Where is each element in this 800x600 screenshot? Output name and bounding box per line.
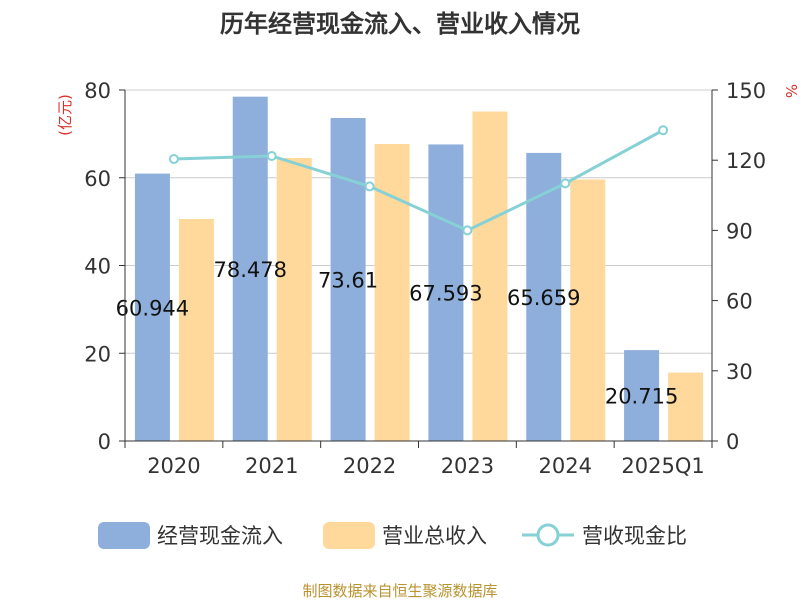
legend-item-cash-inflow[interactable]: 经营现金流入 xyxy=(98,522,283,549)
legend-marker-ratio xyxy=(536,523,560,547)
data-label-cash-inflow: 20.715 xyxy=(605,385,678,409)
right-tick-label: 150 xyxy=(726,79,766,103)
source-footer: 制图数据来自恒生聚源数据库 xyxy=(302,582,497,600)
bar-cash-inflow[interactable] xyxy=(134,173,170,441)
right-axis-unit: % xyxy=(782,84,800,98)
data-labels: 60.944 78.478 73.61 67.593 65.659 20.715 xyxy=(116,258,679,409)
left-axis-ticks: 0 20 40 60 80 xyxy=(84,79,125,454)
bar-revenue[interactable] xyxy=(374,143,410,441)
left-tick-label: 0 xyxy=(98,430,111,454)
ratio-point[interactable] xyxy=(364,181,375,192)
bar-revenue[interactable] xyxy=(276,158,312,441)
x-tick-label: 2025Q1 xyxy=(621,454,704,478)
left-tick-label: 40 xyxy=(84,255,111,279)
left-tick-label: 60 xyxy=(84,167,111,191)
ratio-point[interactable] xyxy=(266,150,277,161)
ratio-point[interactable] xyxy=(462,225,473,236)
legend-label-cash-inflow: 经营现金流入 xyxy=(157,524,283,548)
ratio-point[interactable] xyxy=(168,154,179,165)
legend-swatch-revenue xyxy=(323,522,375,549)
legend-swatch-cash-inflow xyxy=(98,522,150,549)
legend-label-revenue: 营业总收入 xyxy=(382,524,487,548)
bar-revenue[interactable] xyxy=(570,179,606,441)
grid-lines xyxy=(125,89,712,354)
bar-layer xyxy=(134,96,704,442)
bar-revenue[interactable] xyxy=(178,218,214,441)
left-axis-unit: (亿元) xyxy=(56,94,74,136)
line-layer xyxy=(168,125,669,236)
legend-item-revenue[interactable]: 营业总收入 xyxy=(323,522,487,549)
legend-item-ratio[interactable]: 营收现金比 xyxy=(522,523,687,548)
right-tick-label: 90 xyxy=(726,219,753,243)
x-tick-label: 2021 xyxy=(245,454,298,478)
right-axis-ticks: 0 30 60 90 120 150 xyxy=(712,79,766,454)
data-label-cash-inflow: 60.944 xyxy=(116,296,189,320)
x-tick-label: 2022 xyxy=(343,454,396,478)
left-tick-label: 20 xyxy=(84,342,111,366)
x-tick-label: 2024 xyxy=(539,454,592,478)
x-tick-label: 2023 xyxy=(441,454,494,478)
left-tick-label: 80 xyxy=(84,79,111,103)
bar-cash-inflow[interactable] xyxy=(624,350,660,441)
bar-cash-inflow[interactable] xyxy=(330,118,366,441)
right-tick-label: 120 xyxy=(726,149,766,173)
x-tick-label: 2020 xyxy=(147,454,200,478)
right-tick-label: 30 xyxy=(726,360,753,384)
ratio-line xyxy=(173,128,664,233)
right-tick-label: 60 xyxy=(726,290,753,314)
legend: 经营现金流入 营业总收入 营收现金比 xyxy=(98,522,687,549)
ratio-point[interactable] xyxy=(658,125,669,136)
chart-title: 历年经营现金流入、营业收入情况 xyxy=(220,10,580,38)
data-label-cash-inflow: 67.593 xyxy=(409,282,482,306)
ratio-point[interactable] xyxy=(560,178,571,189)
x-axis-ticks: 2020 2021 2022 2023 2024 2025Q1 xyxy=(124,441,713,478)
bar-cash-inflow[interactable] xyxy=(428,144,464,441)
right-tick-label: 0 xyxy=(726,430,739,454)
legend-label-ratio: 营收现金比 xyxy=(582,524,687,548)
bar-cash-inflow[interactable] xyxy=(232,96,268,442)
bar-revenue[interactable] xyxy=(472,111,508,441)
data-label-cash-inflow: 73.61 xyxy=(318,269,378,293)
bar-revenue[interactable] xyxy=(668,372,704,441)
data-label-cash-inflow: 78.478 xyxy=(214,258,287,282)
data-label-cash-inflow: 65.659 xyxy=(507,286,580,310)
